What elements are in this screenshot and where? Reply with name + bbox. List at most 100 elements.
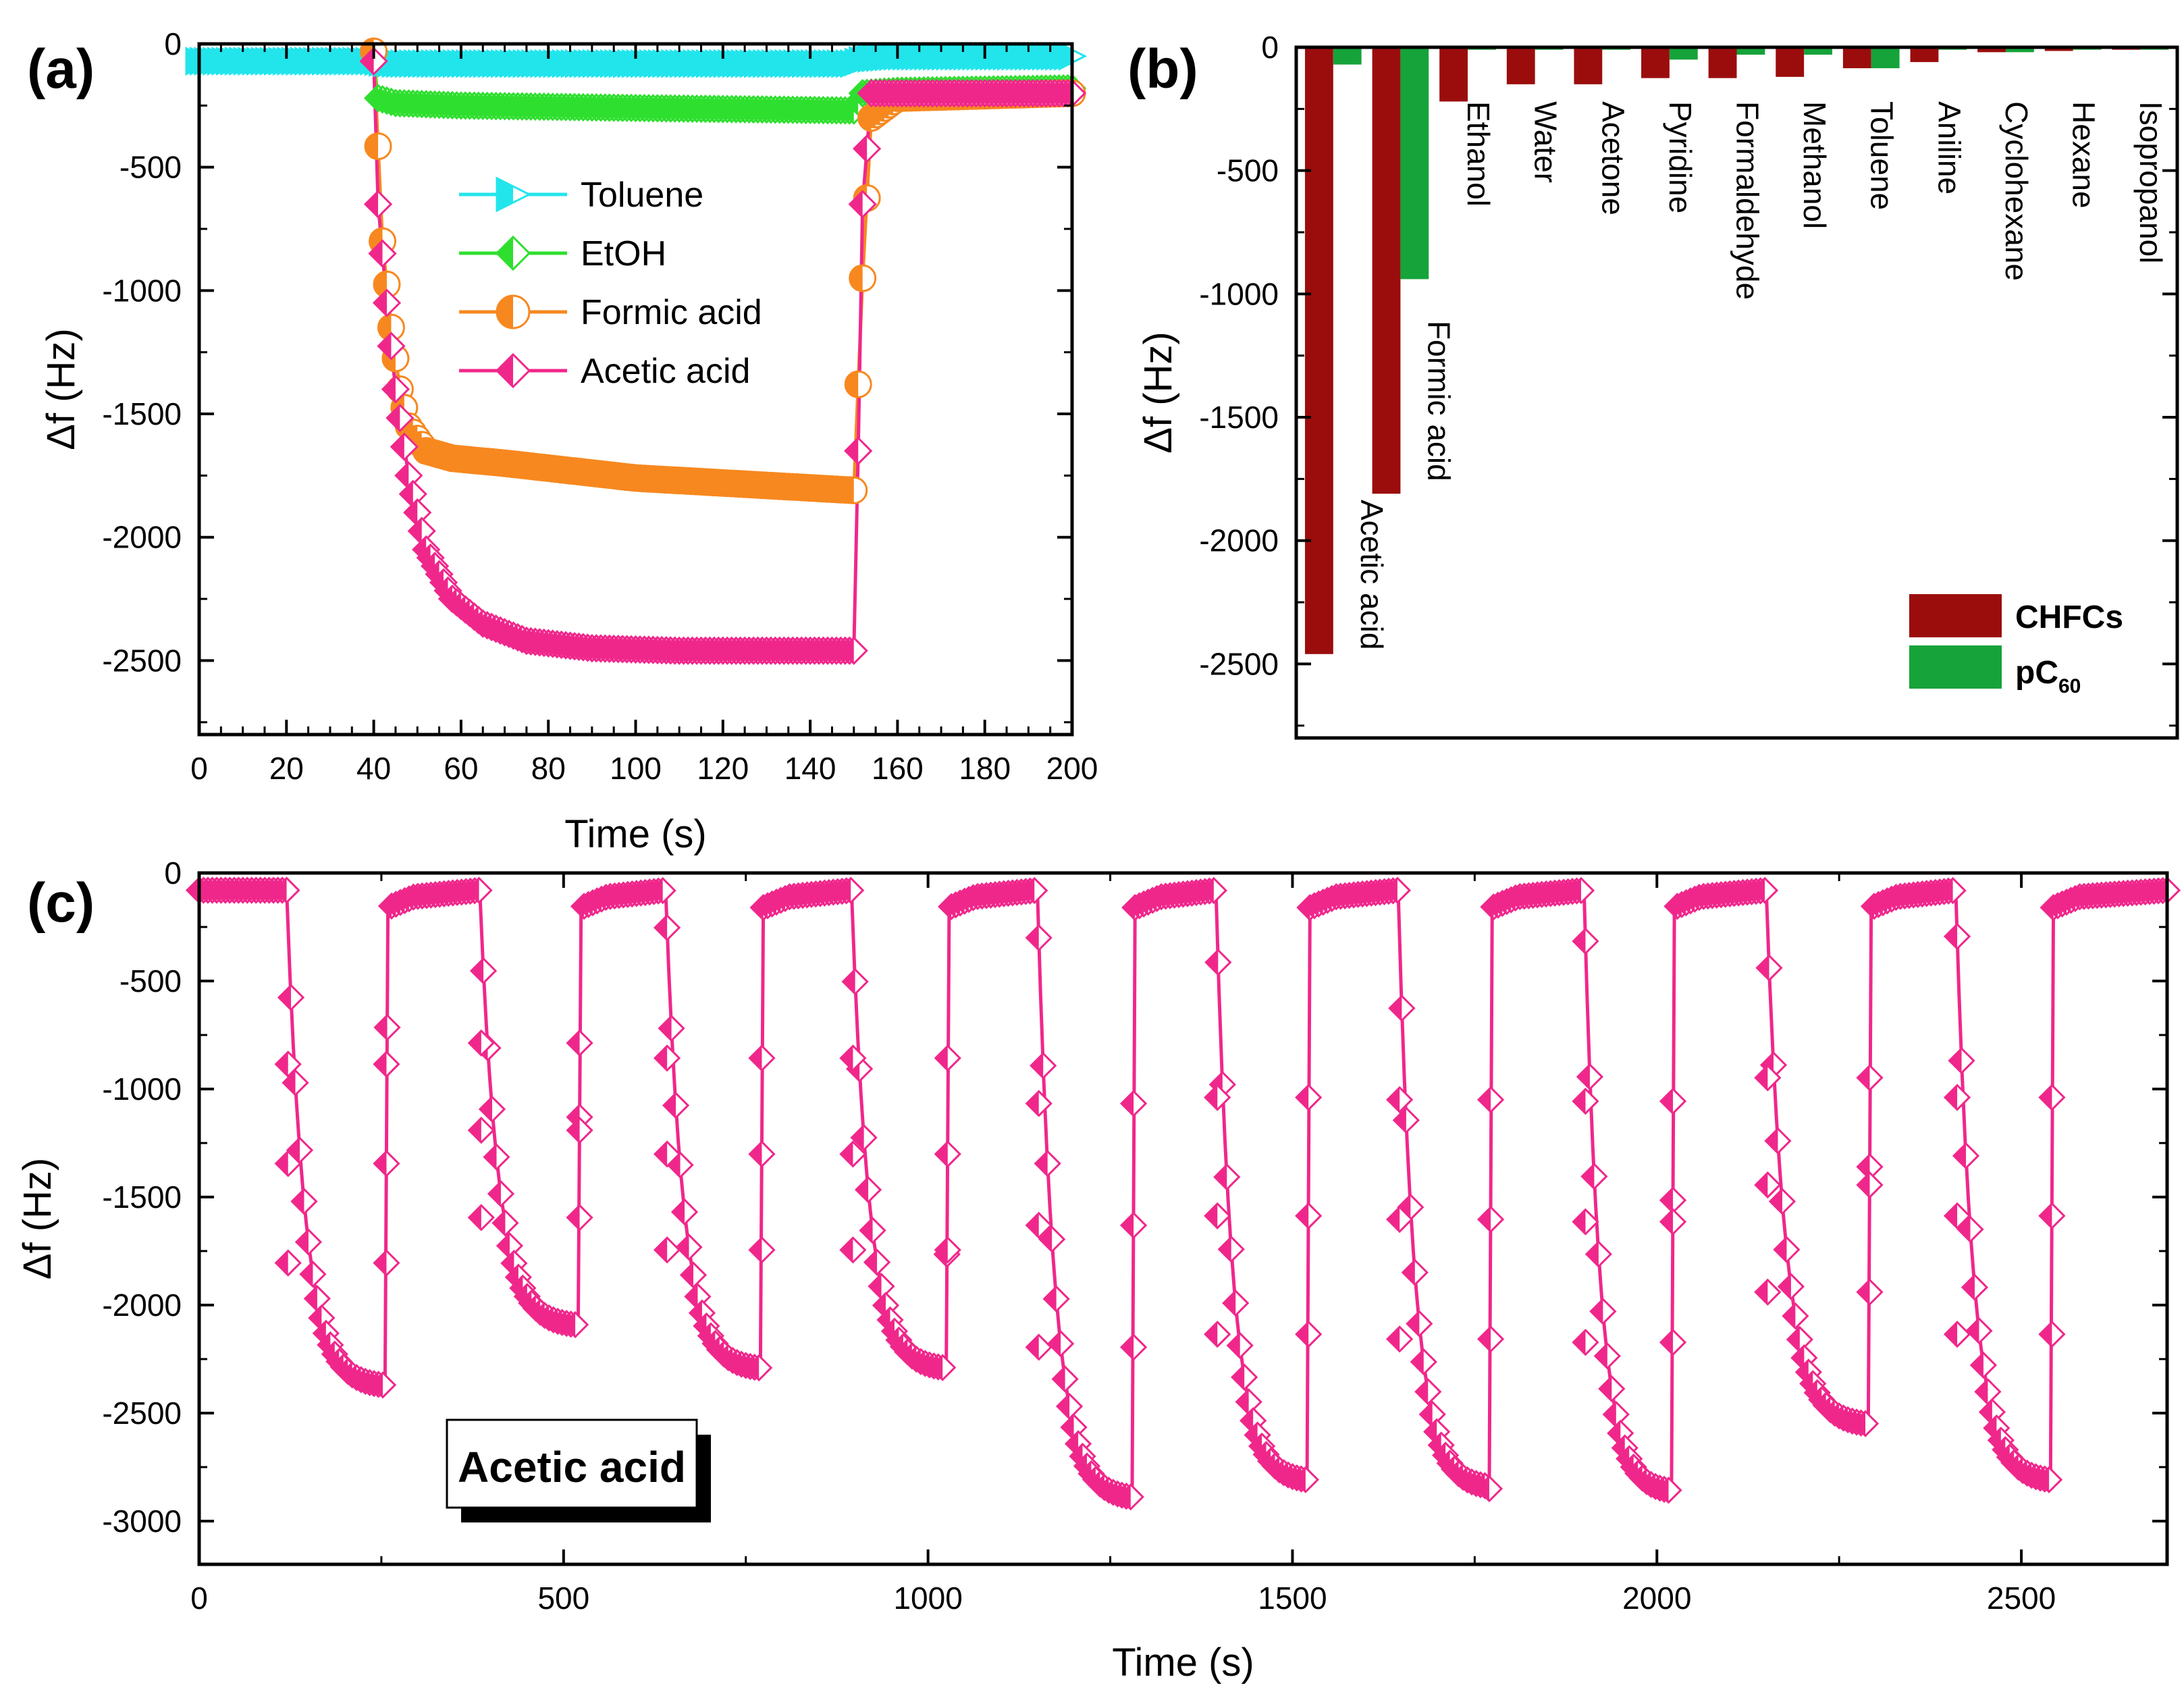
marker-acetic-acid xyxy=(373,1051,400,1078)
marker-acetic-acid xyxy=(1572,1208,1599,1236)
marker-acetic-acid xyxy=(1751,876,1779,904)
marker-acetic-acid-fill xyxy=(1573,1089,1586,1114)
marker-acetic-acid-fill xyxy=(1201,878,1214,903)
marker-acetic-acid xyxy=(373,1013,401,1041)
bar-pc60 xyxy=(1333,47,1362,65)
marker-acetic-acid xyxy=(368,239,397,268)
marker-acetic-acid-fill xyxy=(1573,1209,1586,1234)
marker-acetic-acid xyxy=(1961,1273,1989,1301)
panel-b-label: (b) xyxy=(1127,38,1198,100)
marker-acetic-acid-fill xyxy=(374,1151,387,1176)
marker-acetic-acid-fill xyxy=(655,1238,668,1263)
marker-acetic-acid-fill xyxy=(1227,1333,1240,1358)
marker-acetic-acid-fill xyxy=(1219,1237,1231,1262)
marker-acetic-acid-fill xyxy=(869,1274,882,1299)
marker-acetic-acid-fill xyxy=(1757,955,1769,980)
marker-formic-acid xyxy=(849,264,877,292)
panel-c-ylabel: Δf (Hz) xyxy=(16,1158,59,1280)
panel-c-xlabel: Time (s) xyxy=(1112,1641,1254,1684)
category-label: Hexane xyxy=(2067,101,2102,209)
marker-acetic-acid xyxy=(491,1209,519,1237)
marker-acetic-acid-fill xyxy=(930,1355,943,1380)
marker-acetic-acid xyxy=(1388,994,1416,1022)
marker-acetic-acid-fill xyxy=(1479,1087,1491,1112)
marker-acetic-acid-fill xyxy=(1753,878,1765,903)
legend-label: Toluene xyxy=(581,176,703,215)
marker-acetic-acid-fill xyxy=(1241,1408,1254,1433)
marker-acetic-acid-fill xyxy=(1031,1053,1044,1078)
marker-acetic-acid-fill xyxy=(287,1138,300,1163)
marker-acetic-acid xyxy=(2035,1466,2063,1493)
marker-acetic-acid xyxy=(1204,1084,1231,1111)
marker-acetic-acid-fill xyxy=(2040,1085,2052,1110)
marker-acetic-acid-fill xyxy=(749,1238,762,1263)
marker-acetic-acid-fill xyxy=(935,1238,948,1263)
marker-acetic-acid-fill xyxy=(378,333,392,359)
marker-acetic-acid-fill xyxy=(1755,1279,1768,1304)
marker-acetic-acid-fill xyxy=(838,878,851,903)
marker-acetic-acid xyxy=(1025,924,1053,952)
marker-acetic-acid xyxy=(748,1236,776,1264)
marker-acetic-acid xyxy=(1659,1208,1687,1236)
marker-acetic-acid xyxy=(299,1261,327,1288)
panel-a-ytick-label: 0 xyxy=(164,26,182,61)
marker-acetic-acid xyxy=(1295,1321,1323,1348)
marker-acetic-acid xyxy=(745,1354,773,1382)
marker-acetic-acid-fill xyxy=(408,518,422,544)
panel-c-ytick-label: -500 xyxy=(119,963,182,999)
marker-acetic-acid-fill xyxy=(1215,1165,1227,1190)
marker-acetic-acid xyxy=(1034,1150,1061,1177)
marker-acetic-acid-fill xyxy=(1393,1108,1406,1133)
panel-a-ytick-label: -1500 xyxy=(102,396,182,431)
marker-acetic-acid-fill xyxy=(365,191,379,217)
marker-formic-acid xyxy=(840,476,868,504)
marker-acetic-acid xyxy=(929,1354,957,1381)
marker-acetic-acid xyxy=(483,1143,510,1171)
marker-acetic-acid xyxy=(654,913,681,942)
marker-acetic-acid xyxy=(839,1140,867,1168)
marker-acetic-acid xyxy=(1572,1329,1599,1356)
marker-acetic-acid-fill xyxy=(374,1052,387,1077)
marker-acetic-acid-fill xyxy=(502,1251,514,1276)
marker-acetic-acid-fill xyxy=(1595,1344,1607,1369)
panel-c-xtick-label: 1500 xyxy=(1258,1581,1327,1616)
marker-acetic-acid xyxy=(1754,1171,1782,1199)
marker-acetic-acid-fill xyxy=(1416,1379,1429,1404)
panel-b-ytick-label: -500 xyxy=(1217,153,1279,188)
marker-acetic-acid xyxy=(1576,1063,1604,1091)
legend-swatch-pc60 xyxy=(1909,645,2002,689)
marker-acetic-acid-fill xyxy=(1945,1085,1958,1110)
marker-acetic-acid-fill xyxy=(1857,1173,1870,1198)
marker-acetic-acid-fill xyxy=(854,136,868,162)
marker-acetic-acid-fill xyxy=(681,1263,693,1288)
marker-acetic-acid xyxy=(294,1228,323,1256)
marker-acetic-acid-fill xyxy=(279,985,292,1010)
marker-acetic-acid xyxy=(1764,1127,1792,1155)
marker-acetic-acid xyxy=(1943,1084,1971,1111)
marker-acetic-acid xyxy=(854,1176,882,1204)
marker-acetic-acid-fill xyxy=(369,240,383,267)
marker-acetic-acid-fill xyxy=(1121,1213,1134,1238)
marker-acetic-acid xyxy=(467,1204,495,1231)
marker-acetic-acid-fill xyxy=(1479,1207,1491,1232)
bar-chfcs xyxy=(1641,47,1670,78)
marker-acetic-acid-fill xyxy=(1661,1089,1674,1114)
marker-acetic-acid xyxy=(1948,1046,1975,1075)
marker-acetic-acid-fill xyxy=(2040,1203,2052,1228)
marker-acetic-acid xyxy=(1021,876,1048,905)
marker-acetic-acid xyxy=(839,1236,867,1264)
marker-acetic-acid xyxy=(1856,1171,1884,1199)
marker-acetic-acid-fill xyxy=(283,1070,296,1095)
series-markers-acetic-acid xyxy=(185,876,2181,1511)
marker-acetic-acid xyxy=(467,1116,495,1144)
marker-acetic-acid xyxy=(273,876,300,904)
bar-pc60 xyxy=(1871,47,1900,69)
legend-label-chfcs: CHFCs xyxy=(2015,600,2123,635)
marker-acetic-acid-fill xyxy=(391,433,404,460)
panel-b-ytick-label: -2000 xyxy=(1199,523,1279,558)
legend-label: Formic acid xyxy=(581,293,762,332)
marker-acetic-acid-fill xyxy=(650,878,663,903)
category-label: Water xyxy=(1528,101,1564,183)
marker-acetic-acid xyxy=(679,1261,708,1289)
